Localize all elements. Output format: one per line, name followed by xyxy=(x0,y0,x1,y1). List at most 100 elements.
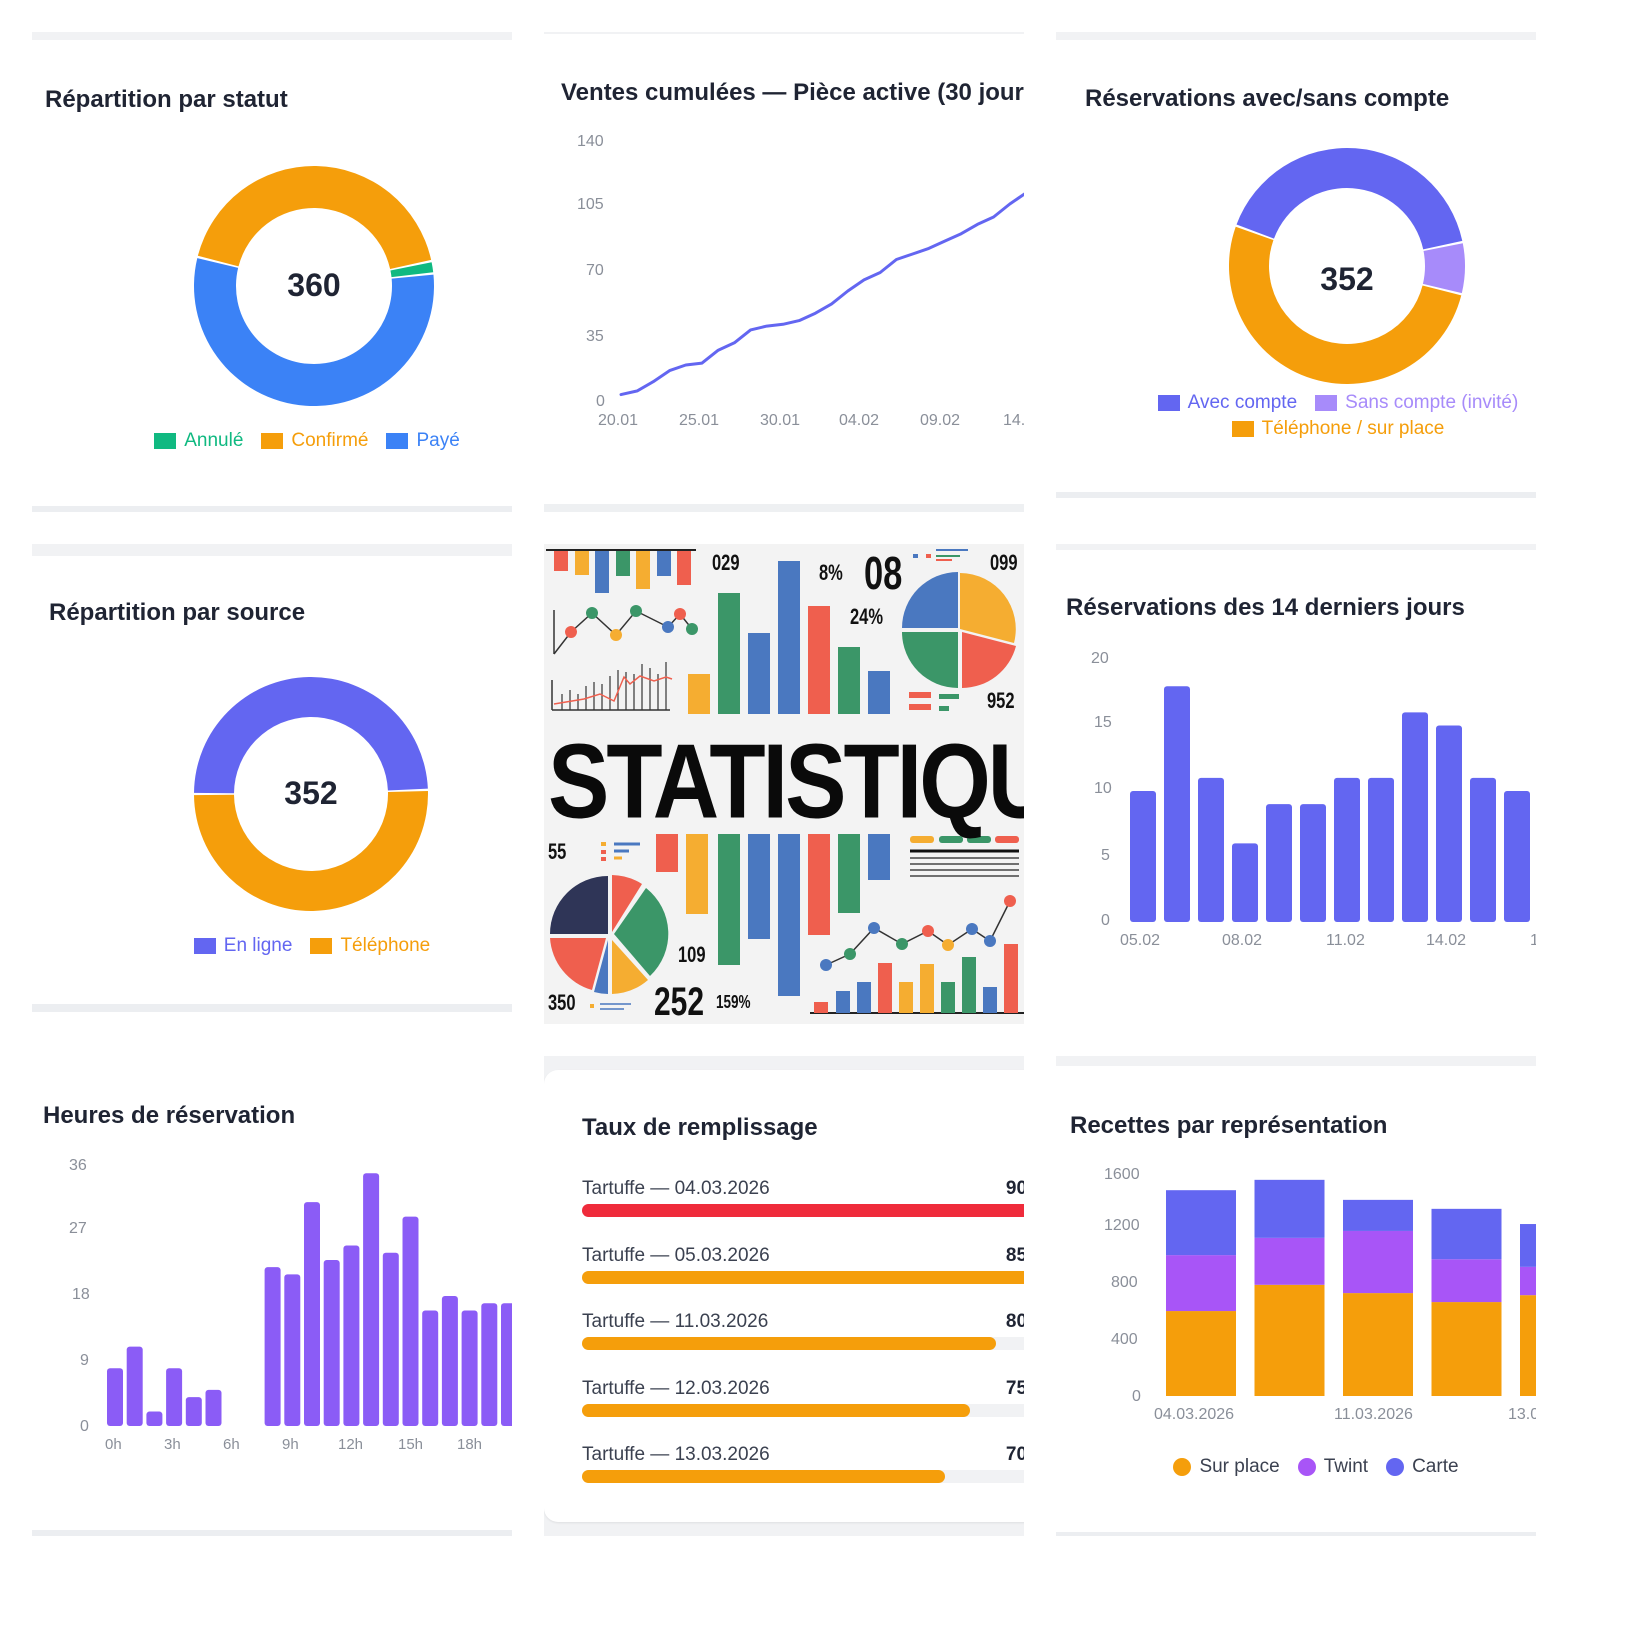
legend-item-annule[interactable]: Annulé xyxy=(154,430,243,452)
stacked-bar-segment[interactable] xyxy=(1254,1237,1325,1285)
bar[interactable] xyxy=(1470,777,1496,922)
donut-segment[interactable] xyxy=(197,165,432,270)
bar[interactable] xyxy=(205,1389,222,1426)
donut-segment[interactable] xyxy=(194,258,434,406)
x-tick: 14.02 xyxy=(1003,412,1024,429)
donut-center-total: 352 xyxy=(284,775,338,811)
stacked-bar-segment[interactable] xyxy=(1520,1224,1536,1267)
stacked-bar-segment[interactable] xyxy=(1431,1259,1502,1303)
legend-item-twint[interactable]: Twint xyxy=(1297,1456,1368,1478)
legend-item-telephone[interactable]: Téléphone xyxy=(310,935,430,957)
progress-bar xyxy=(582,1271,1024,1284)
bar[interactable] xyxy=(1368,777,1394,922)
bar[interactable] xyxy=(1300,804,1326,922)
infographic-number: 252 xyxy=(654,980,705,1024)
stacked-bar-segment[interactable] xyxy=(1431,1302,1502,1396)
bar[interactable] xyxy=(382,1252,399,1426)
bar[interactable] xyxy=(363,1173,380,1426)
x-tick: 6h xyxy=(223,1436,240,1453)
donut-segment[interactable] xyxy=(1229,226,1462,384)
stacked-bar-segment[interactable] xyxy=(1254,1179,1325,1238)
progress-bar xyxy=(582,1337,996,1350)
chart-legend: En ligne Téléphone xyxy=(162,935,462,957)
stacked-bar-segment[interactable] xyxy=(1520,1295,1536,1396)
card-bottom-border xyxy=(32,506,512,512)
bar[interactable] xyxy=(1198,777,1224,922)
bar[interactable] xyxy=(1164,686,1190,922)
legend-item-carte[interactable]: Carte xyxy=(1386,1456,1459,1478)
card-title: Taux de remplissage xyxy=(582,1114,818,1141)
y-tick: 35 xyxy=(586,328,604,345)
donut-segment[interactable] xyxy=(1236,148,1463,250)
donut-segment[interactable] xyxy=(390,262,434,278)
card-top-border xyxy=(32,544,512,556)
stacked-bar-segment[interactable] xyxy=(1431,1208,1502,1260)
infographic-decor xyxy=(546,549,1024,1014)
bar[interactable] xyxy=(304,1202,320,1426)
stacked-bar-segment[interactable] xyxy=(1166,1190,1236,1256)
bar[interactable] xyxy=(501,1303,512,1426)
bar[interactable] xyxy=(185,1397,202,1426)
stacked-bar-segment[interactable] xyxy=(1254,1284,1325,1396)
bar[interactable] xyxy=(284,1274,301,1426)
x-tick: 04.02 xyxy=(839,412,880,429)
stacked-bar-segment[interactable] xyxy=(1520,1266,1536,1296)
progress-bar xyxy=(582,1204,1024,1217)
legend-swatch xyxy=(261,433,284,449)
legend-item-sans-compte[interactable]: Sans compte (invité) xyxy=(1315,392,1518,414)
y-tick: 0 xyxy=(1101,912,1110,929)
legend-item-telephone-sur-place[interactable]: Téléphone / sur place xyxy=(1231,418,1444,440)
stacked-bar-segment[interactable] xyxy=(1166,1311,1236,1396)
card-last-14-days: Réservations des 14 derniers jours 20 15… xyxy=(1056,544,1536,1024)
infographic-number: 55 xyxy=(548,839,567,864)
card-top-border xyxy=(1056,1056,1536,1066)
donut-segment[interactable] xyxy=(1422,243,1465,294)
card-top-border xyxy=(1056,544,1536,550)
card-account-distribution: Réservations avec/sans compte 352 Avec c… xyxy=(1056,32,1536,512)
legend-item-paye[interactable]: Payé xyxy=(386,430,460,452)
legend-item-confirme[interactable]: Confirmé xyxy=(261,430,368,452)
bar[interactable] xyxy=(264,1267,281,1426)
bar[interactable] xyxy=(461,1310,478,1426)
bar[interactable] xyxy=(1232,843,1258,922)
x-tick: 14.02 xyxy=(1426,932,1467,949)
capacity-value: 85/100 xyxy=(1005,1245,1024,1266)
line-chart-sales xyxy=(619,192,1024,397)
bar[interactable] xyxy=(146,1411,163,1426)
bar[interactable] xyxy=(166,1368,183,1426)
bar[interactable] xyxy=(1130,791,1156,922)
capacity-value: 75/100 xyxy=(1005,1378,1024,1399)
donut-segment[interactable] xyxy=(194,676,428,794)
bar[interactable] xyxy=(323,1259,340,1426)
stacked-bar-segment[interactable] xyxy=(1343,1199,1413,1231)
card-fill-rate: Taux de remplissage Tartuffe — 04.03.202… xyxy=(544,1056,1024,1536)
y-tick: 800 xyxy=(1111,1274,1138,1291)
bar[interactable] xyxy=(402,1216,419,1426)
bar[interactable] xyxy=(1402,712,1428,922)
donut-segment[interactable] xyxy=(194,790,428,911)
donut-center-total: 352 xyxy=(1320,261,1374,297)
bar[interactable] xyxy=(441,1296,458,1426)
bar[interactable] xyxy=(343,1245,360,1427)
infographic-number: 952 xyxy=(987,688,1015,713)
legend-item-en-ligne[interactable]: En ligne xyxy=(193,935,292,957)
card-source-distribution: Répartition par source 352 En ligne Télé… xyxy=(32,544,512,1024)
performance-label: Tartuffe — 13.03.2026 xyxy=(582,1444,770,1465)
x-tick: 3h xyxy=(164,1436,181,1453)
bar[interactable] xyxy=(1266,804,1292,922)
stacked-bar-segment[interactable] xyxy=(1343,1293,1413,1396)
bar[interactable] xyxy=(1334,777,1360,922)
bar[interactable] xyxy=(481,1303,498,1426)
performance-label: Tartuffe — 04.03.2026 xyxy=(582,1178,770,1199)
stacked-bar-segment[interactable] xyxy=(1166,1255,1236,1312)
bar[interactable] xyxy=(1504,791,1530,922)
bar[interactable] xyxy=(126,1346,143,1426)
legend-item-sur-place[interactable]: Sur place xyxy=(1173,1456,1280,1478)
legend-swatch xyxy=(154,433,177,449)
bar[interactable] xyxy=(422,1310,439,1426)
legend-item-avec-compte[interactable]: Avec compte xyxy=(1157,392,1297,414)
bar[interactable] xyxy=(1436,725,1462,923)
stacked-bar-segment[interactable] xyxy=(1343,1230,1413,1294)
bar[interactable] xyxy=(107,1368,123,1426)
legend-swatch xyxy=(386,433,409,449)
